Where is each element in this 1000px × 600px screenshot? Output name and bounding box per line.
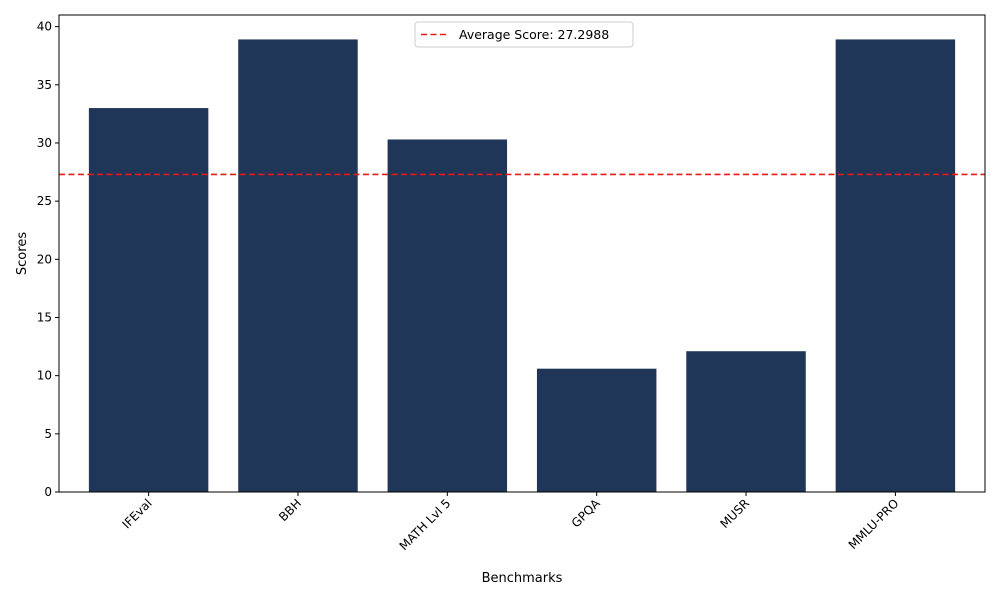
- y-tick-label: 5: [44, 427, 52, 441]
- y-tick-label: 25: [37, 194, 52, 208]
- x-tick-label: MMLU-PRO: [846, 496, 902, 552]
- legend-label: Average Score: 27.2988: [459, 27, 609, 42]
- bar-ifeval: [88, 108, 209, 492]
- bar-gpqa: [536, 368, 657, 492]
- bar-mmlu-pro: [835, 39, 956, 493]
- axes-group: [58, 14, 986, 493]
- bar-musr: [686, 351, 806, 492]
- x-tick-label: IFEval: [120, 496, 155, 531]
- x-tick-label: MUSR: [717, 496, 752, 531]
- y-tick-label: 30: [37, 136, 52, 150]
- y-tick-label: 15: [37, 310, 52, 324]
- bar-math-lvl-5: [387, 139, 508, 493]
- legend: Average Score: 27.2988: [414, 21, 634, 48]
- x-ticks-group: IFEval BBH MATH Lvl 5 GPQA MUSR MMLU-PRO: [120, 492, 902, 553]
- y-tick-label: 20: [37, 252, 52, 266]
- bar-bbh: [238, 39, 358, 493]
- y-tick-label: 35: [37, 78, 52, 92]
- plot-frame: [58, 14, 986, 493]
- y-ticks-group: 0 5 10 15 20 25 30 35 40: [37, 20, 59, 499]
- legend-box: [414, 21, 634, 48]
- x-tick-label: GPQA: [569, 496, 604, 531]
- x-tick-label: BBH: [276, 496, 304, 524]
- x-axis-label: Benchmarks: [482, 571, 563, 586]
- y-tick-label: 10: [37, 369, 52, 383]
- y-tick-label: 0: [44, 485, 52, 499]
- bars-group: [88, 39, 956, 493]
- x-tick-label: MATH Lvl 5: [397, 496, 454, 553]
- y-axis-label: Scores: [15, 232, 30, 275]
- y-tick-label: 40: [37, 20, 52, 34]
